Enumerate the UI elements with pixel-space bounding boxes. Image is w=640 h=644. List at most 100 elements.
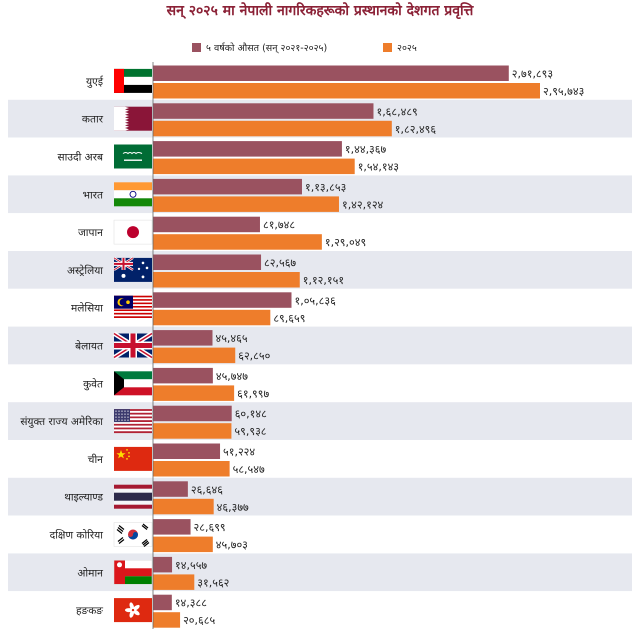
bar-5yr-average <box>153 367 213 384</box>
value-label-5yr-average: ८१,७४८ <box>263 219 295 232</box>
country-label: युएई <box>86 75 104 88</box>
bar-5yr-average <box>153 141 342 157</box>
bar-5yr-average <box>153 443 221 459</box>
bar-2025 <box>153 347 236 364</box>
row-background <box>8 477 632 516</box>
country-label: मलेसिया <box>71 302 103 315</box>
country-label: अस्ट्रेलिया <box>67 264 103 277</box>
thailand-flag <box>114 484 152 509</box>
country-label: कुवेत <box>83 377 104 390</box>
value-label-2025: १,५४,१४३ <box>358 161 399 174</box>
legend-label-2025: २०२५ <box>397 43 417 54</box>
value-label-5yr-average: ६०,१४८ <box>235 408 267 421</box>
country-label: भारत <box>83 189 104 201</box>
country-label: बेलायत <box>75 340 104 353</box>
value-label-2025: ४६,३७७ <box>217 501 249 514</box>
bar-2025 <box>153 574 195 590</box>
bar-2025 <box>153 498 214 515</box>
value-label-5yr-average: १४,३८८ <box>175 597 207 610</box>
value-label-2025: १,२९,०४९ <box>325 236 366 249</box>
bar-5yr-average <box>153 556 173 573</box>
value-label-2025: ८९,६५९ <box>273 312 305 325</box>
bar-2025 <box>153 385 235 401</box>
usa-flag <box>114 409 152 434</box>
country-label: जापान <box>78 227 103 239</box>
legend-label-average: ५ वर्षको औसत (सन् २०२१-२०२५) <box>206 42 327 54</box>
value-label-2025: ६२,८५० <box>238 350 270 363</box>
value-label-5yr-average: १,६८,४८९ <box>376 105 417 118</box>
row-background <box>8 402 632 440</box>
country-label: संयुक्त राज्य अमेरिका <box>20 415 103 428</box>
value-label-5yr-average: ८२,५६७ <box>264 257 296 270</box>
china-flag <box>114 446 152 471</box>
bar-2025 <box>153 536 213 553</box>
bar-2025 <box>153 120 392 137</box>
japan-flag <box>113 219 153 245</box>
bar-5yr-average <box>153 292 292 308</box>
row-background <box>8 288 632 327</box>
bar-2025 <box>153 423 232 439</box>
row-background <box>8 251 632 289</box>
row-background <box>8 326 632 365</box>
bar-5yr-average <box>153 103 374 119</box>
bar-2025 <box>153 83 540 99</box>
bar-5yr-average <box>153 405 232 422</box>
uae-flag <box>114 68 152 93</box>
bar-2025 <box>153 461 230 477</box>
value-label-2025: १,८२,४९६ <box>395 123 437 136</box>
malaysia-flag <box>114 295 152 320</box>
qatar-flag <box>114 106 152 131</box>
row-background <box>8 591 632 629</box>
legend: ५ वर्षको औसत (सन् २०२१-२०२५) २०२५ <box>192 42 417 54</box>
row-background <box>8 364 632 403</box>
bar-5yr-average <box>153 330 213 346</box>
value-label-2025: ३१,५६२ <box>197 576 229 589</box>
value-label-5yr-average: १४,५५७ <box>175 559 207 572</box>
bar-5yr-average <box>153 519 191 535</box>
value-label-2025: ४५,७०३ <box>216 539 248 552</box>
south-korea-flag <box>113 522 153 547</box>
value-label-2025: ५९,९३८ <box>234 425 266 438</box>
country-label: साउदी अरब <box>57 151 104 164</box>
saudi-arabia-flag <box>114 144 152 169</box>
bar-5yr-average <box>153 216 260 233</box>
bar-2025 <box>153 158 355 175</box>
value-label-5yr-average: ४५,४६५ <box>215 332 247 345</box>
country-label: ओमान <box>77 566 103 579</box>
row-background <box>8 515 632 554</box>
value-label-5yr-average: १,४४,३६७ <box>345 143 387 156</box>
bar-5yr-average <box>153 65 509 81</box>
bar-2025 <box>153 272 300 288</box>
bar-2025 <box>153 234 322 250</box>
row-background <box>8 553 632 592</box>
value-label-2025: ५८,५४७ <box>233 463 265 476</box>
country-label: चीन <box>88 453 103 466</box>
bar-5yr-average <box>153 254 262 270</box>
bar-5yr-average <box>153 481 188 497</box>
uk-flag <box>112 331 154 360</box>
bar-5yr-average <box>153 178 302 195</box>
value-label-2025: १,१२,१५१ <box>303 274 344 287</box>
bar-2025 <box>153 612 181 628</box>
hong-kong-flag <box>114 598 152 623</box>
value-label-5yr-average: १,०५,८३६ <box>294 294 336 307</box>
chart-title: सन् २०२५ मा नेपाली नागरिकहरूको प्रस्थानक… <box>166 2 475 20</box>
value-label-5yr-average: २८,६९९ <box>194 521 226 534</box>
row-background <box>8 440 632 478</box>
value-label-2025: २०,६८५ <box>183 614 215 627</box>
value-label-5yr-average: ४५,७४७ <box>216 370 248 383</box>
country-label: हङकङ <box>76 605 103 617</box>
legend-swatch-average <box>192 43 201 52</box>
country-label: थाइल्याण्ड <box>64 492 103 504</box>
value-label-5yr-average: ५१,२२४ <box>223 446 255 459</box>
country-label: कतार <box>82 114 104 126</box>
value-label-5yr-average: २६,६४६ <box>191 483 223 496</box>
australia-flag <box>113 256 152 282</box>
country-label: दक्षिण कोरिया <box>50 529 104 542</box>
india-flag <box>114 182 152 207</box>
bar-2025 <box>153 309 271 326</box>
bar-5yr-average <box>153 594 172 611</box>
value-label-2025: ६१,९९७ <box>237 387 269 400</box>
